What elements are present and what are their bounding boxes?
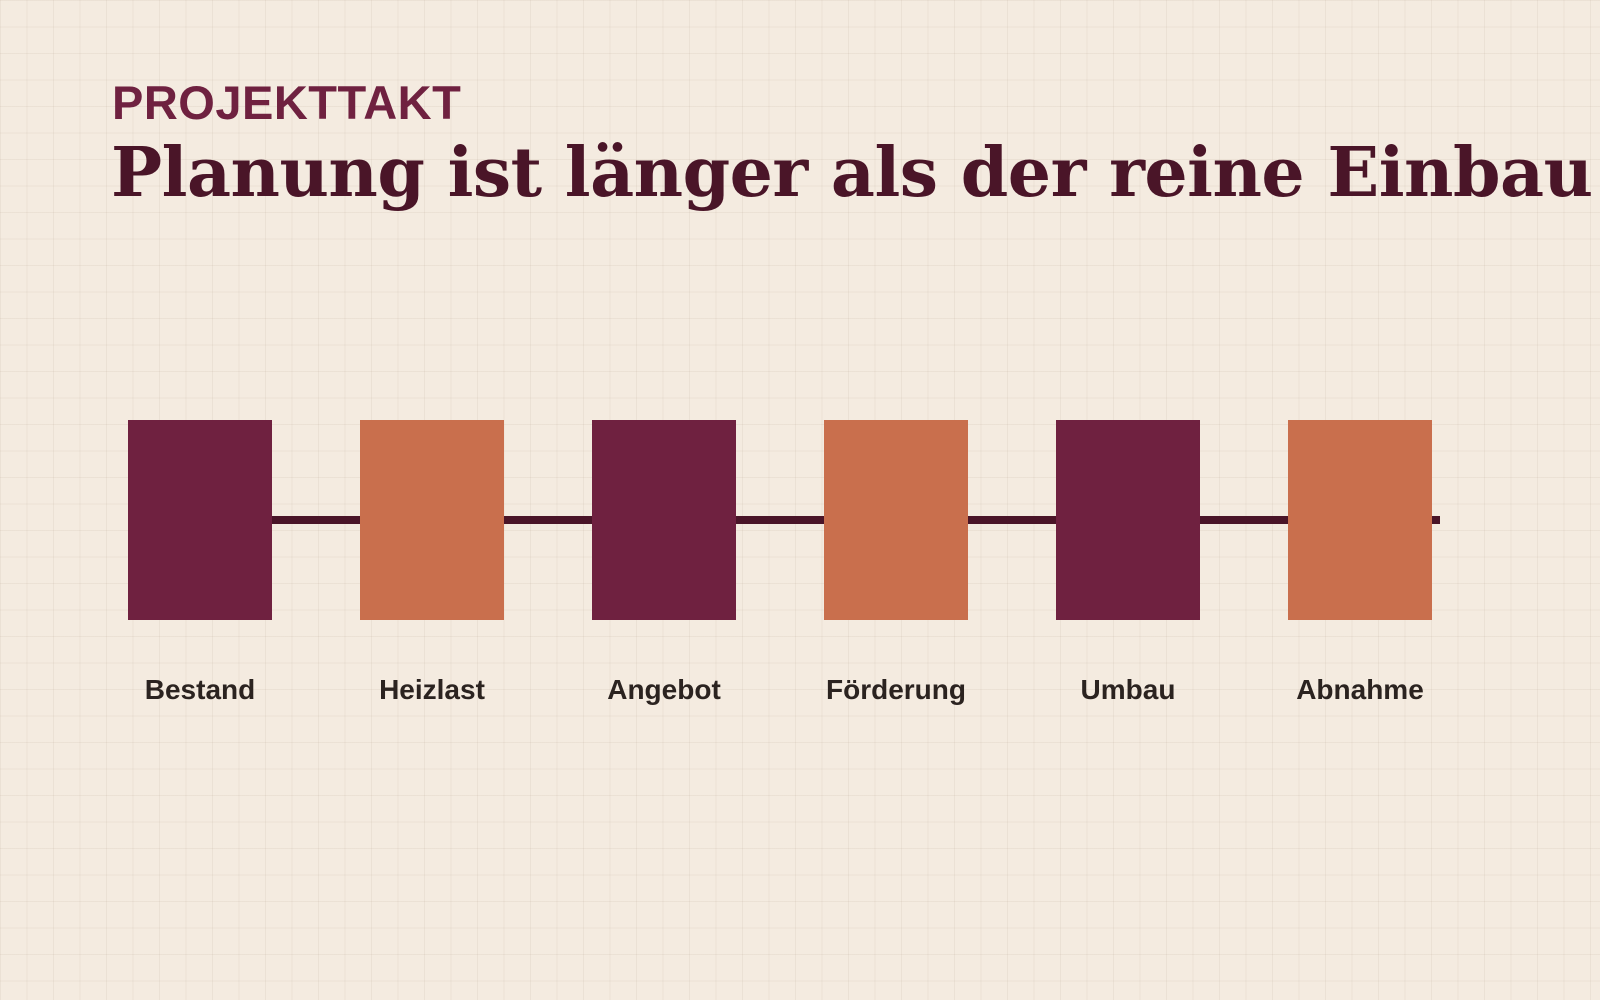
step-block-heizlast — [360, 420, 504, 620]
step-block-foerderung — [824, 420, 968, 620]
step-label-umbau: Umbau — [1080, 674, 1176, 705]
step-label-angebot: Angebot — [607, 674, 721, 705]
step-label-bestand: Bestand — [144, 674, 256, 705]
page-title: Planung ist länger als der reine Einbau — [111, 133, 1593, 213]
step-block-umbau — [1056, 420, 1200, 620]
step-block-angebot — [592, 420, 736, 620]
step-label-abnahme: Abnahme — [1296, 674, 1424, 705]
step-block-bestand — [128, 420, 272, 620]
step-label-heizlast: Heizlast — [379, 674, 485, 705]
step-label-foerderung: Förderung — [826, 674, 966, 705]
timeline-connector-line — [128, 516, 1440, 524]
eyebrow-label: PROJEKTTAKT — [112, 76, 462, 129]
step-block-abnahme — [1288, 420, 1432, 620]
